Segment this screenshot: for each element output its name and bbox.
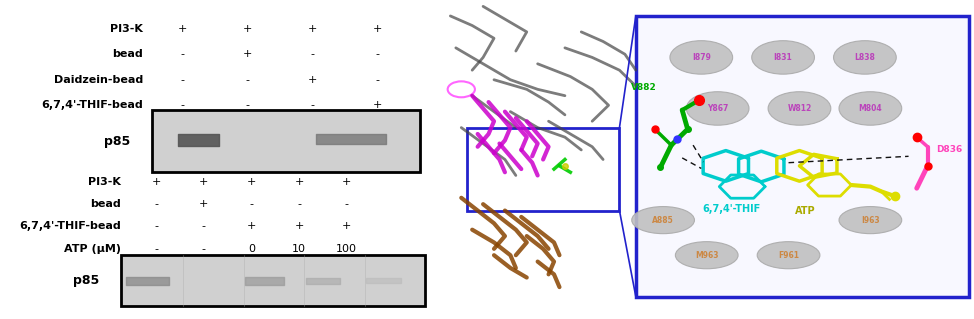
Text: +: + bbox=[199, 177, 208, 187]
Text: p85: p85 bbox=[73, 274, 99, 287]
Text: M963: M963 bbox=[695, 251, 719, 260]
Text: A885: A885 bbox=[653, 216, 674, 225]
Text: D836: D836 bbox=[936, 145, 962, 154]
Ellipse shape bbox=[768, 92, 831, 125]
Text: -: - bbox=[297, 199, 301, 209]
Text: I879: I879 bbox=[692, 53, 711, 62]
Text: V882: V882 bbox=[631, 83, 656, 92]
Text: -: - bbox=[310, 49, 314, 59]
Ellipse shape bbox=[839, 92, 902, 125]
Text: -: - bbox=[245, 75, 249, 85]
Text: -: - bbox=[249, 199, 253, 209]
Bar bbox=[636, 16, 968, 297]
Text: M804: M804 bbox=[858, 104, 882, 113]
Text: bead: bead bbox=[91, 199, 122, 209]
Text: ATP: ATP bbox=[795, 206, 815, 216]
Text: -: - bbox=[154, 244, 158, 254]
Text: -: - bbox=[180, 100, 184, 110]
Ellipse shape bbox=[757, 242, 820, 269]
Ellipse shape bbox=[670, 41, 732, 74]
Text: +: + bbox=[308, 75, 317, 85]
Bar bbox=[152, 110, 421, 172]
Text: 6,7,4'-THIF-bead: 6,7,4'-THIF-bead bbox=[41, 100, 143, 110]
Text: 6,7,4'-THIF-bead: 6,7,4'-THIF-bead bbox=[19, 221, 122, 232]
Text: -: - bbox=[202, 221, 206, 232]
Text: -: - bbox=[154, 199, 158, 209]
Ellipse shape bbox=[632, 207, 694, 234]
Text: +: + bbox=[372, 24, 382, 34]
Text: +: + bbox=[243, 49, 251, 59]
Text: +: + bbox=[342, 221, 352, 232]
Text: +: + bbox=[294, 177, 304, 187]
Text: +: + bbox=[342, 177, 352, 187]
Text: -: - bbox=[375, 49, 379, 59]
Bar bbox=[122, 255, 425, 306]
Ellipse shape bbox=[752, 41, 814, 74]
Text: PI3-K: PI3-K bbox=[89, 177, 122, 187]
Bar bbox=[467, 128, 619, 211]
Text: -: - bbox=[180, 49, 184, 59]
Text: ATP (μM): ATP (μM) bbox=[64, 244, 122, 254]
Ellipse shape bbox=[687, 92, 749, 125]
Text: -: - bbox=[375, 75, 379, 85]
Ellipse shape bbox=[834, 41, 896, 74]
Text: -: - bbox=[345, 199, 349, 209]
Text: +: + bbox=[372, 100, 382, 110]
Text: bead: bead bbox=[112, 49, 143, 59]
Ellipse shape bbox=[675, 242, 738, 269]
Text: Y867: Y867 bbox=[707, 104, 729, 113]
Text: 10: 10 bbox=[292, 244, 306, 254]
Text: +: + bbox=[243, 24, 251, 34]
Text: W812: W812 bbox=[787, 104, 811, 113]
Text: 0: 0 bbox=[248, 244, 255, 254]
Text: -: - bbox=[310, 100, 314, 110]
Text: -: - bbox=[202, 244, 206, 254]
Text: +: + bbox=[151, 177, 161, 187]
Text: I963: I963 bbox=[861, 216, 880, 225]
Text: L838: L838 bbox=[854, 53, 876, 62]
Text: I831: I831 bbox=[773, 53, 793, 62]
Text: Daidzein-bead: Daidzein-bead bbox=[54, 75, 143, 85]
Text: +: + bbox=[308, 24, 317, 34]
Text: 6,7,4'-THIF: 6,7,4'-THIF bbox=[702, 204, 761, 214]
Ellipse shape bbox=[839, 207, 902, 234]
Text: 100: 100 bbox=[336, 244, 357, 254]
Text: +: + bbox=[294, 221, 304, 232]
Text: +: + bbox=[246, 177, 256, 187]
Text: PI3-K: PI3-K bbox=[110, 24, 143, 34]
Text: +: + bbox=[246, 221, 256, 232]
Text: -: - bbox=[154, 221, 158, 232]
Text: -: - bbox=[180, 75, 184, 85]
Text: -: - bbox=[245, 100, 249, 110]
Text: p85: p85 bbox=[104, 135, 131, 148]
Text: +: + bbox=[177, 24, 187, 34]
Text: F961: F961 bbox=[778, 251, 799, 260]
Text: +: + bbox=[199, 199, 208, 209]
